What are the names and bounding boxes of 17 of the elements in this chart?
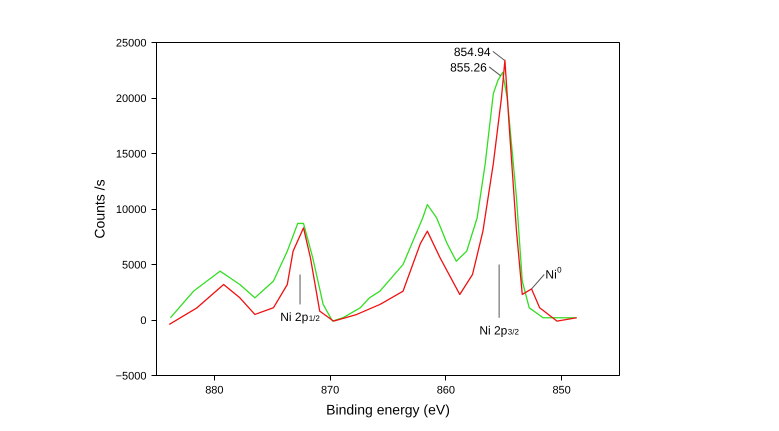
- x-axis-title: Binding energy (eV): [326, 402, 450, 418]
- y-tick-label: 5000: [122, 260, 147, 272]
- annotation: 855.26: [450, 60, 488, 74]
- y-tick-label: 10000: [116, 204, 147, 216]
- y-tick-label: 20000: [116, 93, 147, 105]
- y-tick-label: 25000: [116, 38, 147, 50]
- x-tick-label: 880: [205, 384, 224, 396]
- y-tick-label: 15000: [116, 148, 147, 160]
- y-tick-label: −5000: [116, 370, 147, 382]
- annotation: Ni 2p3/2: [479, 323, 520, 338]
- x-tick-label: 870: [320, 384, 340, 396]
- y-axis-title: Counts /s: [92, 179, 108, 239]
- x-tick-label: 850: [552, 384, 571, 396]
- y-tick-label: 0: [140, 315, 147, 327]
- annotation: 854.94: [454, 44, 491, 59]
- x-tick-label: 860: [436, 384, 456, 396]
- annotation: Ni 2p1/2: [280, 310, 320, 324]
